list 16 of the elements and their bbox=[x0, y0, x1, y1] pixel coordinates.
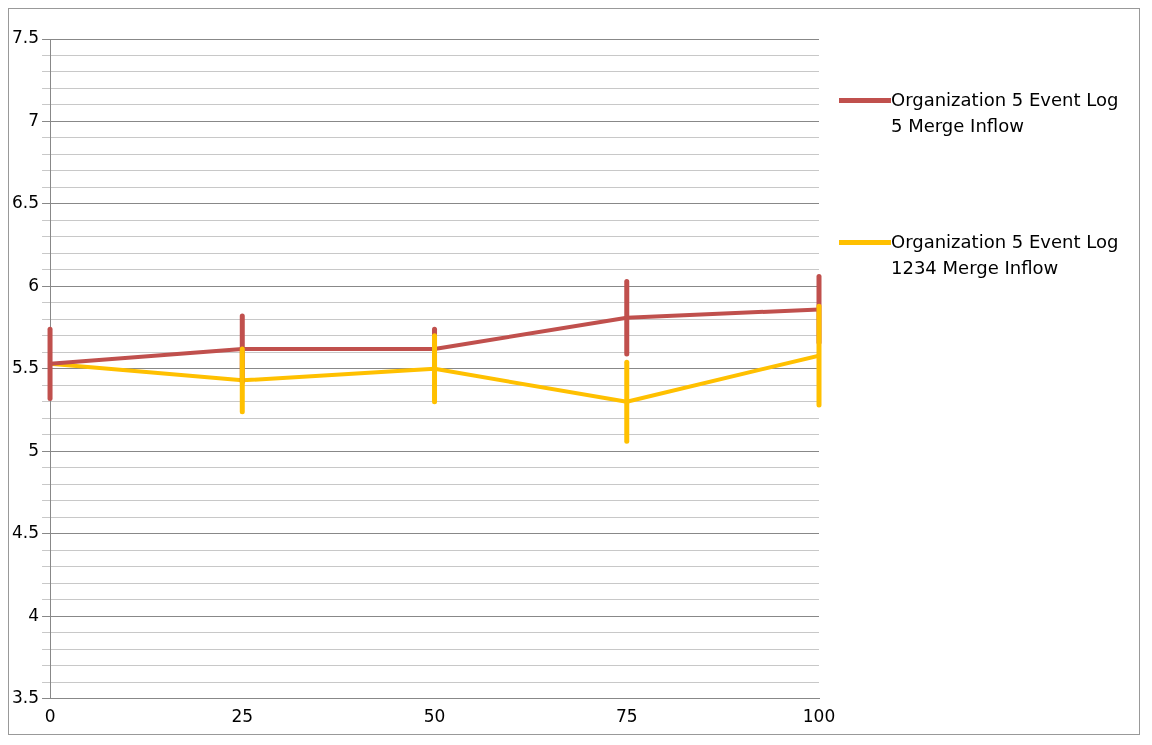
y-tick-label: 5 bbox=[28, 439, 40, 460]
y-tick-label: 7 bbox=[28, 109, 40, 130]
x-tick-label: 25 bbox=[231, 706, 254, 727]
x-tick-label: 75 bbox=[615, 706, 638, 727]
y-tick-label: 3.5 bbox=[11, 687, 40, 708]
y-tick-label: 4.5 bbox=[11, 522, 40, 543]
y-tick-label: 6 bbox=[28, 274, 40, 295]
y-tick-label: 6.5 bbox=[11, 192, 40, 213]
legend-label: Organization 5 Event Log 1234 Merge Inflow bbox=[891, 230, 1120, 280]
y-tick-label: 4 bbox=[28, 604, 40, 625]
y-tick-label: 5.5 bbox=[11, 357, 40, 378]
x-tick-label: 0 bbox=[44, 706, 56, 727]
x-tick-label: 50 bbox=[423, 706, 446, 727]
legend-label: Organization 5 Event Log 5 Merge Inflow bbox=[891, 88, 1120, 138]
y-tick-label: 7.5 bbox=[11, 27, 40, 48]
x-tick-label: 100 bbox=[802, 706, 836, 727]
